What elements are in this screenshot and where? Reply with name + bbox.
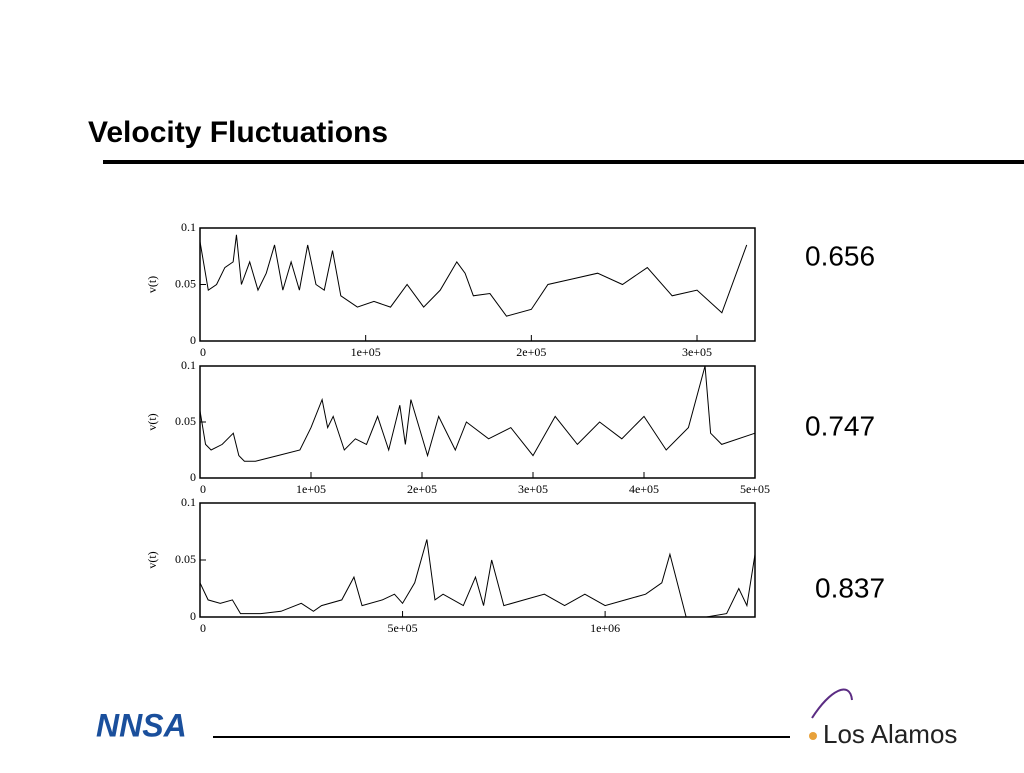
y-tick-label: 0.05 [175,276,196,290]
x-tick-label: 3e+05 [518,482,548,496]
exponent-label: 0.837 [815,572,885,603]
x-tick-label: 2e+05 [516,345,546,359]
x-tick-label: 0 [200,482,206,496]
y-tick-label: 0.05 [175,552,196,566]
x-tick-label: 5e+05 [740,482,770,496]
data-line [199,365,756,462]
exponent-label: 0.656 [805,240,875,271]
exponent-label: 0.747 [805,410,875,441]
nnsa-logo: NNSA [96,707,187,743]
y-tick-label: 0.1 [181,358,196,372]
x-tick-label: 1e+06 [590,621,620,635]
los-alamos-logo: Los Alamos [823,719,957,749]
logo-swoosh [811,688,853,719]
x-tick-label: 1e+05 [296,482,326,496]
plot-frame [199,365,756,479]
y-tick-label: 0.1 [181,495,196,509]
x-tick-label: 3e+05 [682,345,712,359]
data-line [199,539,756,618]
x-tick-label: 0 [200,621,206,635]
y-tick-label: 0.1 [181,220,196,234]
y-tick-label: 0 [190,470,196,484]
title-rule [103,160,1024,164]
logo-dot [809,732,817,740]
y-tick-label: 0 [190,333,196,347]
y-axis-label: v(t) [145,551,159,568]
y-axis-label: v(t) [145,413,159,430]
x-tick-label: 4e+05 [629,482,659,496]
x-tick-label: 0 [200,345,206,359]
plot-frame [199,227,756,342]
x-tick-label: 1e+05 [351,345,381,359]
data-line [199,234,748,317]
x-tick-label: 5e+05 [388,621,418,635]
y-tick-label: 0 [190,609,196,623]
y-tick-label: 0.05 [175,414,196,428]
slide-title: Velocity Fluctuations [88,116,388,149]
x-tick-label: 2e+05 [407,482,437,496]
y-axis-label: v(t) [145,276,159,293]
footer-rule [213,736,790,738]
